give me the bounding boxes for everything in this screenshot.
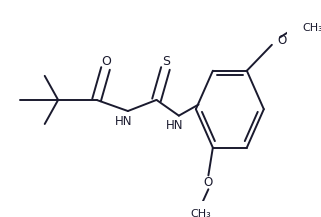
Text: HN: HN <box>166 119 183 132</box>
Text: CH₃: CH₃ <box>191 209 212 217</box>
Text: CH₃: CH₃ <box>302 23 321 33</box>
Text: O: O <box>277 34 286 47</box>
Text: S: S <box>162 54 170 67</box>
Text: O: O <box>101 54 111 67</box>
Text: HN: HN <box>115 115 132 128</box>
Text: O: O <box>204 176 213 189</box>
